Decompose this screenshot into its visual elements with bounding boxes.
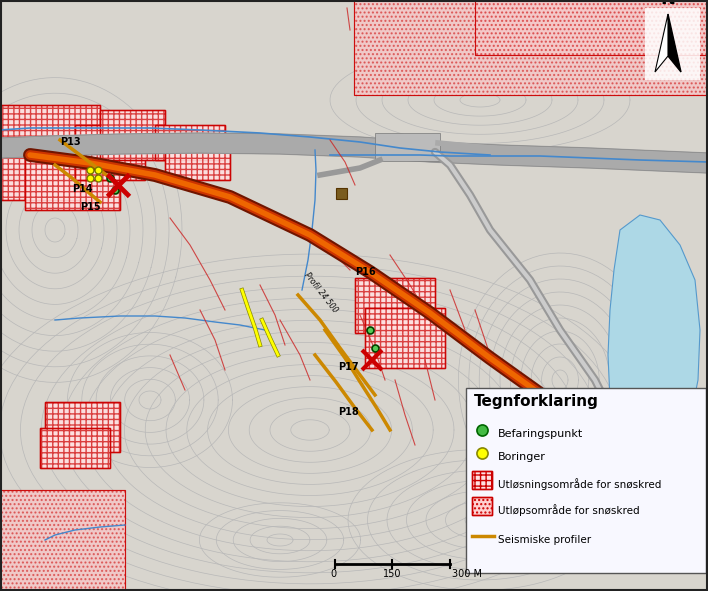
Text: P15: P15 bbox=[80, 202, 101, 212]
Bar bbox=[365, 308, 445, 368]
Bar bbox=[354, 0, 708, 95]
Bar bbox=[375, 133, 440, 161]
Text: P14: P14 bbox=[72, 184, 93, 194]
Bar bbox=[0, 105, 100, 200]
Bar bbox=[355, 278, 435, 333]
Text: Seismiske profiler: Seismiske profiler bbox=[498, 535, 591, 545]
Bar bbox=[40, 428, 110, 468]
Text: Boringer: Boringer bbox=[498, 452, 546, 462]
Bar bbox=[466, 388, 706, 573]
Text: P13: P13 bbox=[60, 137, 81, 147]
Bar bbox=[100, 110, 165, 160]
Polygon shape bbox=[655, 14, 668, 72]
Text: 300 M: 300 M bbox=[452, 569, 482, 579]
Text: Befaringspunkt: Befaringspunkt bbox=[498, 429, 583, 439]
Bar bbox=[0, 105, 100, 200]
Bar bbox=[165, 145, 230, 180]
Bar bbox=[155, 125, 225, 160]
Polygon shape bbox=[608, 215, 700, 470]
Bar bbox=[365, 308, 445, 368]
Bar bbox=[475, 0, 708, 55]
Text: P18: P18 bbox=[338, 407, 359, 417]
Bar bbox=[0, 490, 125, 591]
Bar bbox=[25, 155, 120, 210]
Bar bbox=[472, 497, 492, 515]
Bar bbox=[472, 497, 492, 515]
Bar bbox=[336, 188, 347, 199]
Bar bbox=[354, 0, 708, 95]
Bar bbox=[472, 471, 492, 489]
Bar bbox=[75, 125, 145, 180]
Bar bbox=[100, 110, 165, 160]
Text: Utløpsområde for snøskred: Utløpsområde for snøskred bbox=[498, 504, 639, 516]
Bar bbox=[0, 490, 125, 591]
Bar bbox=[75, 125, 145, 180]
Bar bbox=[40, 428, 110, 468]
Text: Profil 24 500: Profil 24 500 bbox=[302, 270, 339, 314]
Text: Tegnforklaring: Tegnforklaring bbox=[474, 394, 599, 409]
Text: P17: P17 bbox=[338, 362, 359, 372]
Text: N: N bbox=[661, 0, 675, 8]
Bar bbox=[45, 402, 120, 452]
Bar bbox=[25, 155, 120, 210]
Bar bbox=[355, 278, 435, 333]
Polygon shape bbox=[668, 14, 681, 72]
Text: 150: 150 bbox=[383, 569, 401, 579]
Text: 0: 0 bbox=[330, 569, 336, 579]
Text: Utløsningsområde for snøskred: Utløsningsområde for snøskred bbox=[498, 478, 661, 490]
Bar bbox=[645, 8, 700, 80]
Bar bbox=[165, 145, 230, 180]
Bar bbox=[155, 125, 225, 160]
Text: P16: P16 bbox=[355, 267, 376, 277]
Bar bbox=[45, 402, 120, 452]
Bar bbox=[472, 471, 492, 489]
Bar bbox=[475, 0, 708, 55]
